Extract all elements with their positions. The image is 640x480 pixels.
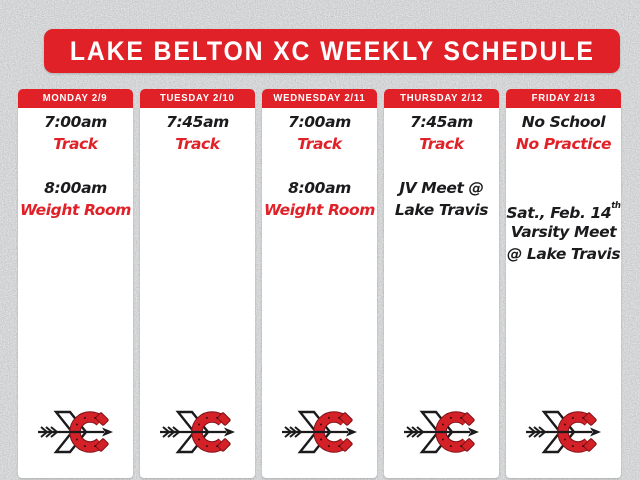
- day-header-label: MONDAY 2/9: [43, 93, 108, 104]
- schedule-line: 7:00am: [288, 113, 351, 131]
- day-header-label: FRIDAY 2/13: [531, 93, 596, 104]
- schedule-line: Track: [297, 135, 342, 153]
- day-header: MONDAY 2/9: [18, 89, 133, 108]
- arrow-horseshoe-icon: [281, 410, 357, 454]
- schedule-line: Varsity Meet: [510, 223, 617, 241]
- arrow-horseshoe-icon: [525, 410, 601, 454]
- day-header: THURSDAY 2/12: [384, 89, 499, 108]
- day-header: WEDNESDAY 2/11: [262, 89, 377, 108]
- schedule-column: MONDAY 2/9 7:00am Track 8:00am Weight Room: [18, 89, 133, 478]
- schedule-line: 8:00am: [288, 179, 351, 197]
- schedule-line: 7:00am: [44, 113, 107, 131]
- schedule-line: Sat., Feb. 14th: [506, 201, 621, 223]
- day-header: TUESDAY 2/10: [140, 89, 255, 108]
- page-title: LAKE BELTON XC WEEKLY SCHEDULE: [69, 35, 595, 66]
- day-header-label: THURSDAY 2/12: [400, 93, 483, 104]
- schedule-line: @ Lake Travis: [506, 245, 621, 263]
- xc-logo: [158, 406, 238, 458]
- column-body: 7:45am Track: [140, 108, 255, 478]
- schedule-line: [262, 155, 377, 177]
- schedule-line: Track: [53, 135, 98, 153]
- schedule-line: 7:45am: [410, 113, 473, 131]
- schedule-column: WEDNESDAY 2/11 7:00am Track 8:00am Weight …: [262, 89, 377, 478]
- schedule-line: [384, 155, 499, 177]
- arrow-horseshoe-icon: [159, 410, 235, 454]
- schedule-column: FRIDAY 2/13 No School No Practice Sat., F…: [506, 89, 621, 478]
- schedule-column: TUESDAY 2/10 7:45am Track: [140, 89, 255, 478]
- schedule-line: Track: [175, 135, 220, 153]
- schedule-line: [506, 177, 621, 199]
- day-header: FRIDAY 2/13: [506, 89, 621, 108]
- column-body: 7:45am Track JV Meet @ Lake Travis: [384, 108, 499, 478]
- title-banner: LAKE BELTON XC WEEKLY SCHEDULE: [44, 29, 620, 73]
- column-body: 7:00am Track 8:00am Weight Room: [18, 108, 133, 478]
- column-body: 7:00am Track 8:00am Weight Room: [262, 108, 377, 478]
- xc-logo: [524, 406, 604, 458]
- arrow-horseshoe-icon: [37, 410, 113, 454]
- xc-logo: [280, 406, 360, 458]
- xc-logo: [402, 406, 482, 458]
- schedule-line: [506, 155, 621, 177]
- schedule-line: JV Meet @: [399, 179, 484, 197]
- arrow-horseshoe-icon: [403, 410, 479, 454]
- schedule-line: Weight Room: [263, 201, 376, 219]
- column-body: No School No Practice Sat., Feb. 14th Vars…: [506, 108, 621, 478]
- schedule-line: Lake Travis: [394, 201, 489, 219]
- schedule-line: 8:00am: [44, 179, 107, 197]
- day-header-label: WEDNESDAY 2/11: [273, 93, 366, 104]
- schedule-line: No School: [521, 113, 606, 131]
- schedule-line: [18, 155, 133, 177]
- schedule-column: THURSDAY 2/12 7:45am Track JV Meet @ Lake …: [384, 89, 499, 478]
- schedule-line: No Practice: [515, 135, 612, 153]
- xc-logo: [36, 406, 116, 458]
- schedule-line: Track: [419, 135, 464, 153]
- day-header-label: TUESDAY 2/10: [160, 93, 235, 104]
- schedule-line: Weight Room: [19, 201, 132, 219]
- schedule-line: 7:45am: [166, 113, 229, 131]
